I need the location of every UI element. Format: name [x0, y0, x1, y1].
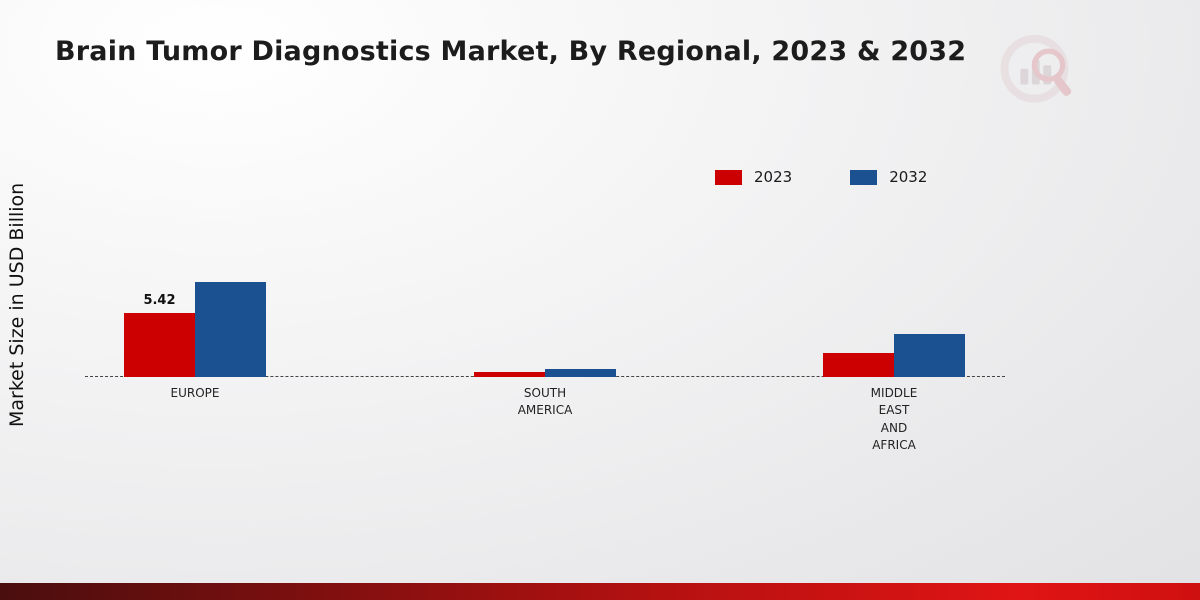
bar-2023-europe — [124, 313, 195, 377]
bar-2023-south-america — [474, 372, 545, 377]
bar-2032-south-america — [545, 369, 616, 377]
logo-magnifier-lens — [1031, 48, 1066, 82]
legend-label-2023: 2023 — [754, 168, 793, 186]
bar-col-2023-south-america — [474, 140, 545, 377]
category-label-south-america: SOUTH AMERICA — [517, 386, 573, 418]
legend: 2023 2032 — [715, 168, 927, 186]
logo-graphic — [1000, 34, 1072, 103]
bar-2032-middle-east-and-africa — [894, 334, 965, 377]
value-label-2023-europe: 5.42 — [143, 293, 176, 308]
chart-title: Brain Tumor Diagnostics Market, By Regio… — [55, 36, 967, 67]
category-label-middle-east-and-africa: MIDDLE EAST AND AFRICA — [870, 386, 918, 453]
bar-2032-europe — [195, 282, 266, 377]
plot-area: 5.42 — [85, 140, 1005, 377]
bar-col-2023-middle-east-and-africa — [823, 140, 894, 377]
logo-bar-1 — [1020, 68, 1029, 85]
bar-col-2032-south-america — [545, 140, 616, 377]
legend-item-2023: 2023 — [715, 168, 792, 186]
bar-group-europe: 5.42 — [124, 140, 266, 377]
bar-col-2032-europe — [195, 140, 266, 377]
legend-swatch-2023 — [715, 169, 742, 185]
bar-col-2023-europe: 5.42 — [124, 140, 195, 377]
bar-group-middle-east-and-africa — [823, 140, 965, 377]
bar-group-south-america — [474, 140, 616, 377]
bar-col-2032-middle-east-and-africa — [894, 140, 965, 377]
y-axis-label: Market Size in USD Billion — [6, 182, 28, 428]
legend-label-2032: 2032 — [889, 168, 928, 186]
bottom-accent-bar — [0, 583, 1200, 600]
bar-2023-middle-east-and-africa — [823, 353, 894, 377]
logo-magnifier-handle — [1054, 76, 1072, 96]
category-label-europe: EUROPE — [170, 386, 220, 400]
legend-item-2032: 2032 — [850, 168, 927, 186]
market-research-logo — [994, 30, 1082, 118]
legend-swatch-2032 — [850, 169, 878, 185]
